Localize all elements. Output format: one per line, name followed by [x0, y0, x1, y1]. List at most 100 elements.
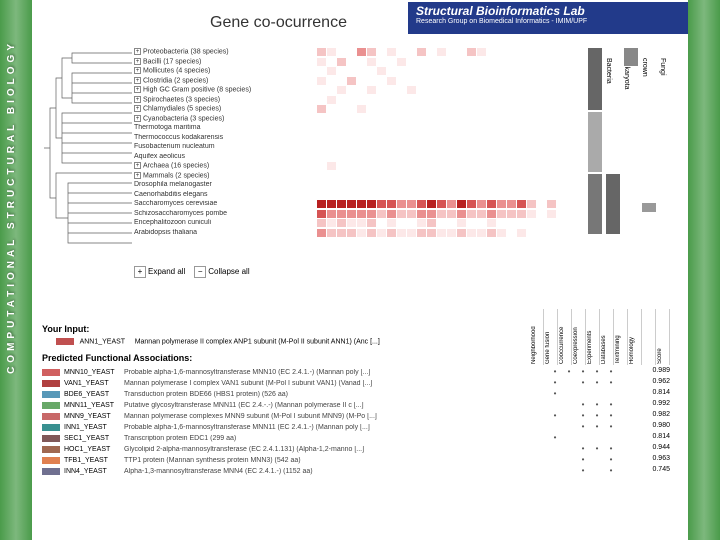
heatmap-cell [427, 229, 436, 237]
heatmap-cell [447, 134, 456, 142]
heatmap-cell [537, 172, 546, 180]
heatmap-cell [337, 48, 346, 56]
heatmap-cell [537, 153, 546, 161]
heatmap-cell [477, 77, 486, 85]
heatmap-cell [517, 58, 526, 66]
heatmap-cell [457, 48, 466, 56]
heatmap-cell [337, 115, 346, 123]
heatmap-cell [507, 181, 516, 189]
heatmap-cell [577, 105, 586, 113]
expand-all-button[interactable]: + [134, 266, 146, 278]
heatmap-cell [447, 210, 456, 218]
evidence-header: Gene fusion [544, 309, 558, 365]
heatmap-cell [367, 58, 376, 66]
collapse-all-button[interactable]: − [194, 266, 206, 278]
heatmap-cell [337, 162, 346, 170]
expand-icon[interactable]: + [134, 172, 141, 179]
heatmap-cell [507, 200, 516, 208]
heatmap-cell [477, 181, 486, 189]
heatmap-cell [397, 219, 406, 227]
heatmap-cell [477, 191, 486, 199]
heatmap-cell [407, 134, 416, 142]
heatmap-cell [537, 134, 546, 142]
heatmap-cell [357, 143, 366, 151]
heatmap-cell [547, 58, 556, 66]
species-label: Drosophila melanogaster [134, 181, 304, 191]
species-name: Caenorhabditis elegans [134, 191, 208, 198]
expand-icon[interactable]: + [134, 48, 141, 55]
heatmap-cell [417, 210, 426, 218]
heatmap-cell [487, 77, 496, 85]
heatmap-cell [547, 181, 556, 189]
heatmap-cell [537, 200, 546, 208]
tax-segment [642, 203, 656, 212]
heatmap-cell [387, 210, 396, 218]
heatmap-cell [327, 210, 336, 218]
heatmap-cell [367, 219, 376, 227]
heatmap-cell [487, 115, 496, 123]
expand-icon[interactable]: + [134, 86, 141, 93]
species-name: Thermococcus kodakarensis [134, 134, 223, 141]
heatmap-cell [517, 105, 526, 113]
heatmap-cell [577, 191, 586, 199]
heatmap-cell [477, 67, 486, 75]
heatmap-cell [427, 191, 436, 199]
heatmap-cell [507, 115, 516, 123]
heatmap-cell [517, 229, 526, 237]
species-label: +Chlamydiales (5 species) [134, 105, 304, 115]
evidence-dot [520, 367, 534, 378]
evidence-dot [534, 433, 548, 444]
heatmap-cell [397, 48, 406, 56]
species-label: Thermotoga maritima [134, 124, 304, 134]
heatmap-cell [387, 229, 396, 237]
gene-name: MNN10_YEAST [64, 369, 124, 376]
expand-icon[interactable]: + [134, 58, 141, 65]
heatmap-cell [497, 115, 506, 123]
gene-name: TFB1_YEAST [64, 457, 124, 464]
species-name: Mollicutes (4 species) [143, 67, 210, 74]
heatmap-cell [567, 200, 576, 208]
logo-line2: Research Group on Biomedical Informatics… [416, 18, 680, 25]
evidence-dot: • [590, 444, 604, 455]
evidence-dot [562, 389, 576, 400]
species-name: Mammals (2 species) [143, 172, 210, 179]
heatmap-cell [507, 219, 516, 227]
heatmap-row [317, 200, 597, 210]
evidence-dot [520, 378, 534, 389]
expand-icon[interactable]: + [134, 115, 141, 122]
heatmap-cell [367, 200, 376, 208]
expand-icon[interactable]: + [134, 105, 141, 112]
heatmap-cell [387, 172, 396, 180]
heatmap-cell [527, 143, 536, 151]
expand-icon[interactable]: + [134, 162, 141, 169]
heatmap-cell [457, 124, 466, 132]
heatmap-cell [407, 77, 416, 85]
evidence-dot: • [548, 389, 562, 400]
expand-icon[interactable]: + [134, 77, 141, 84]
heatmap-cell [467, 210, 476, 218]
heatmap-cell [577, 48, 586, 56]
phylogenetic-panel: +Proteobacteria (38 species)+Bacilli (17… [42, 48, 678, 278]
heatmap-cell [507, 124, 516, 132]
cooccurrence-heatmap [317, 48, 597, 238]
evidence-dot [590, 389, 604, 400]
heatmap-cell [407, 229, 416, 237]
heatmap-cell [487, 96, 496, 104]
tax-segment [606, 174, 620, 234]
evidence-dot: • [590, 367, 604, 378]
heatmap-cell [437, 115, 446, 123]
heatmap-cell [317, 124, 326, 132]
gene-desc: Transcription protein EDC1 (299 aa) [124, 435, 484, 442]
heatmap-cell [487, 58, 496, 66]
expand-icon[interactable]: + [134, 67, 141, 74]
heatmap-cell [437, 153, 446, 161]
heatmap-cell [487, 67, 496, 75]
evidence-dot: • [562, 367, 576, 378]
heatmap-cell [447, 48, 456, 56]
heatmap-cell [347, 86, 356, 94]
heatmap-cell [507, 77, 516, 85]
heatmap-cell [407, 48, 416, 56]
expand-icon[interactable]: + [134, 96, 141, 103]
heatmap-cell [327, 172, 336, 180]
evidence-dot: • [576, 378, 590, 389]
